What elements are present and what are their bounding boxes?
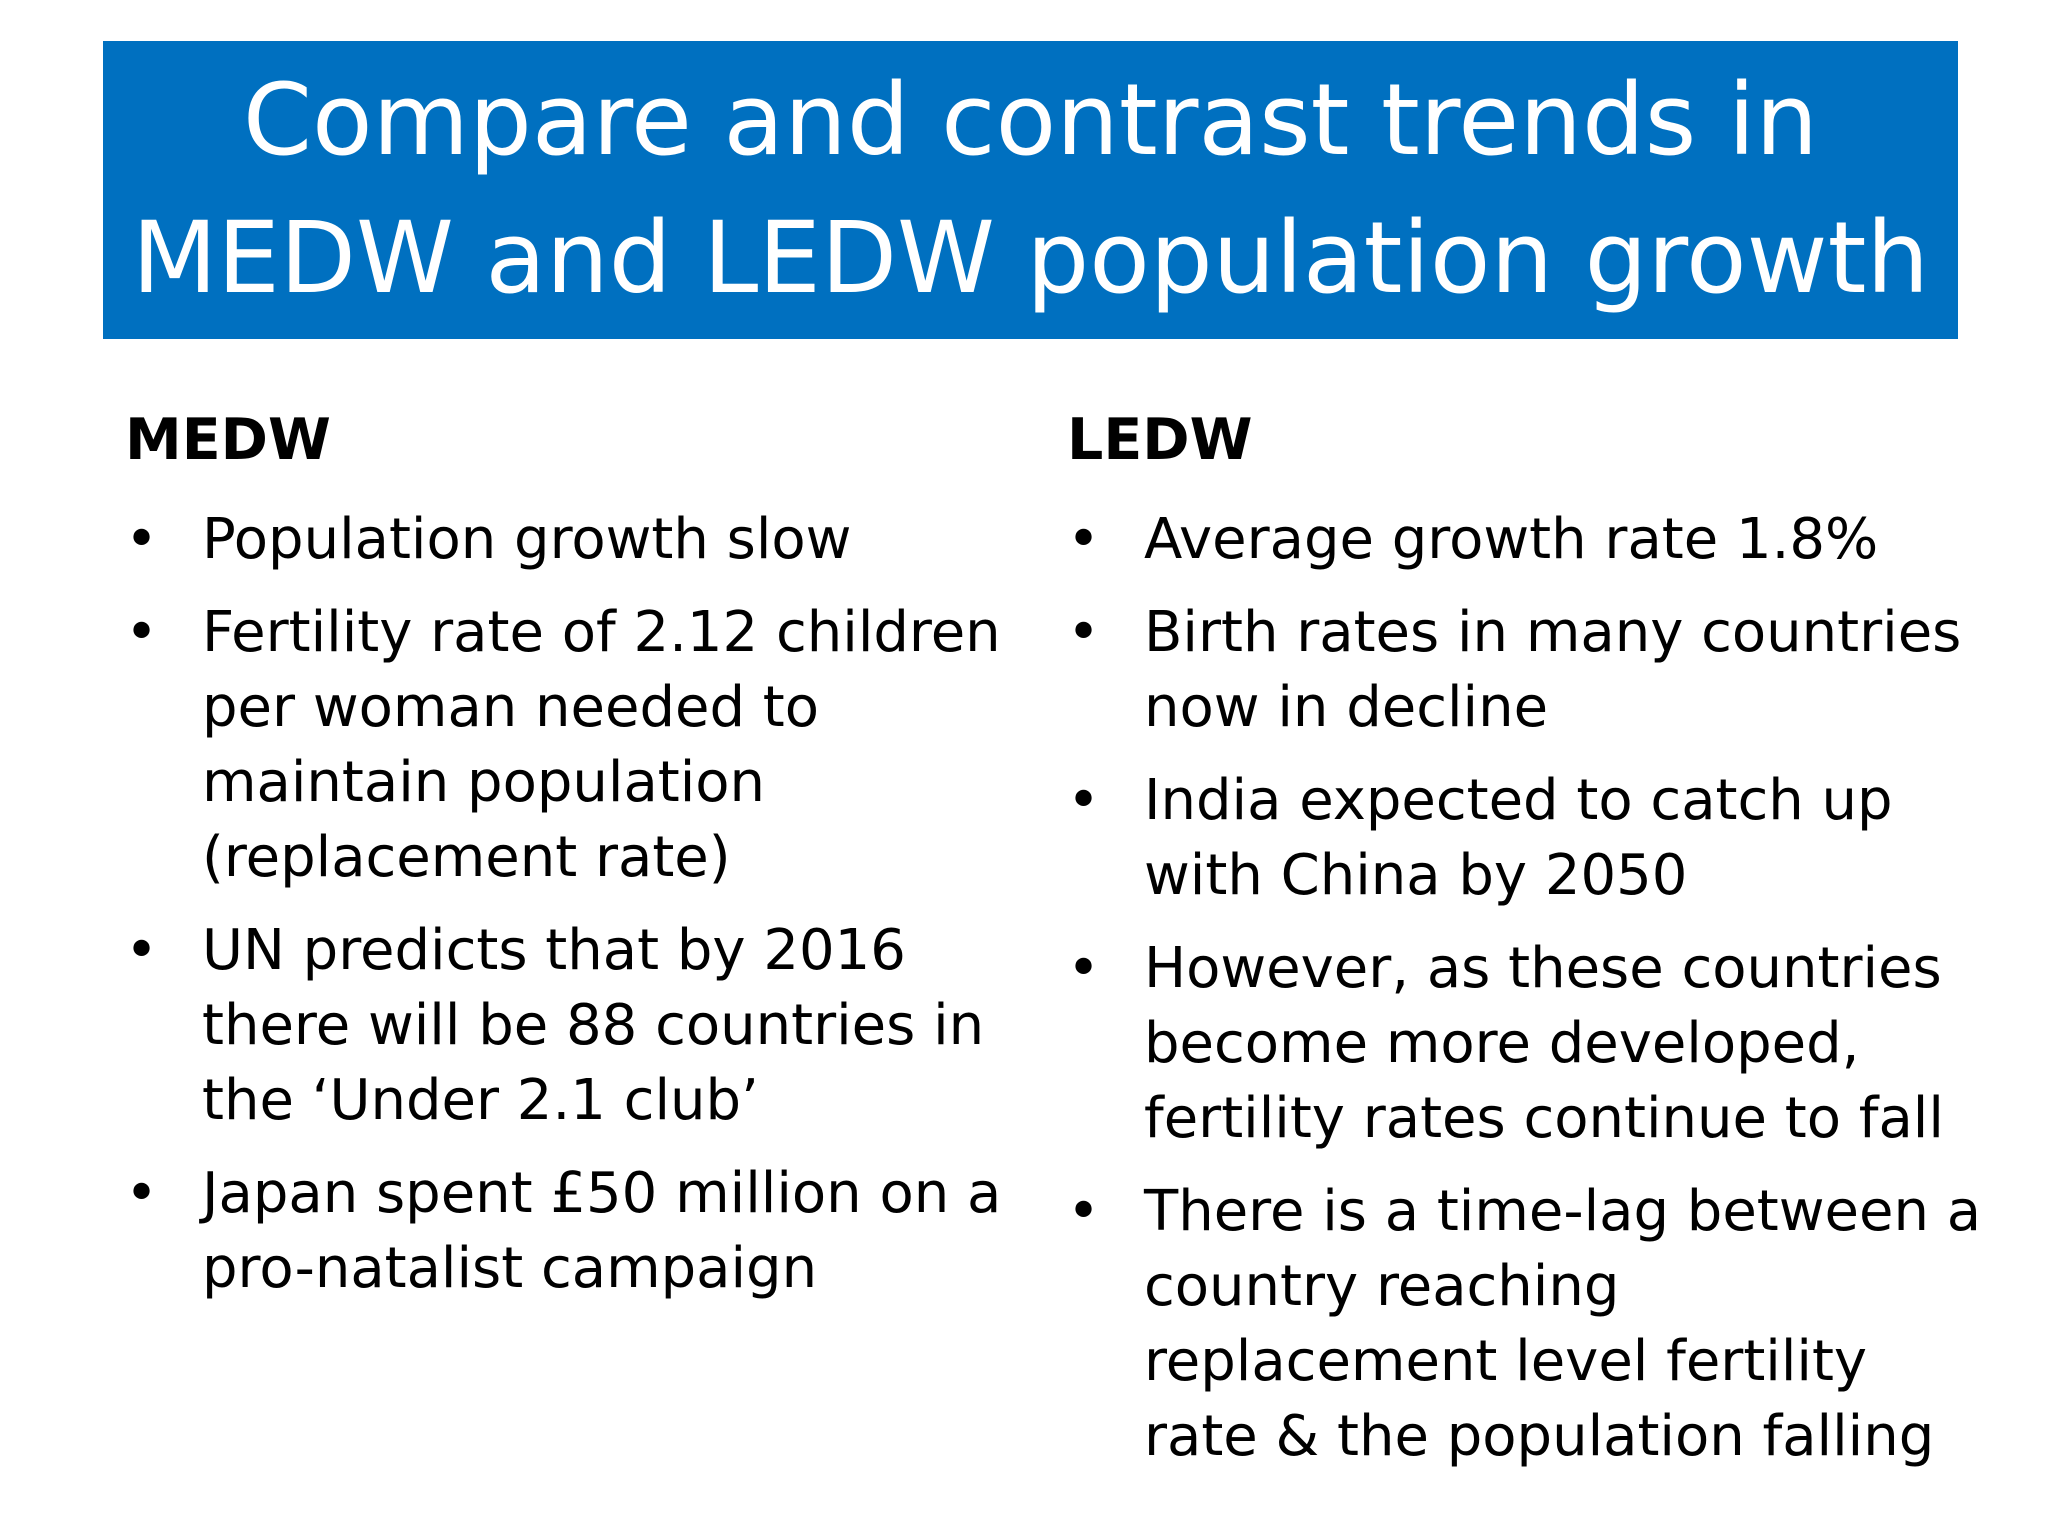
bullet-dot-icon: • [125,600,159,665]
medw-column: MEDW • Population growth slow • Fertility … [125,400,1025,1324]
medw-bullet-list: • Population growth slow • Fertility rate … [125,502,1025,1306]
bullet-dot-icon: • [1067,936,1101,1001]
bullet-dot-icon: • [1067,507,1101,572]
medw-bullet-text: Japan spent £50 million on a pro-natalis… [202,1161,1002,1301]
medw-bullet-item: • UN predicts that by 2016 there will be … [125,913,1025,1138]
ledw-bullet-text: However, as these countries become more … [1144,936,1944,1151]
bullet-dot-icon: • [1067,600,1101,665]
ledw-bullet-text: Average growth rate 1.8% [1144,507,1879,572]
medw-bullet-item: • Population growth slow [125,502,1025,577]
medw-bullet-text: Fertility rate of 2.12 children per woma… [202,600,1001,890]
ledw-bullet-item: • There is a time-lag between a country r… [1067,1174,1987,1474]
medw-bullet-text: UN predicts that by 2016 there will be 8… [202,918,985,1133]
medw-heading: MEDW [125,407,331,473]
bullet-dot-icon: • [125,1161,159,1226]
bullet-dot-icon: • [125,918,159,983]
ledw-bullet-text: There is a time-lag between a country re… [1144,1179,1982,1469]
title-banner: Compare and contrast trends in MEDW and … [103,41,1958,339]
ledw-column: LEDW • Average growth rate 1.8% • Birth ra… [1067,400,1987,1492]
ledw-bullet-text: India expected to catch up with China by… [1144,768,1893,908]
bullet-dot-icon: • [1067,768,1101,833]
ledw-bullet-list: • Average growth rate 1.8% • Birth rates i… [1067,502,1987,1474]
medw-bullet-item: • Japan spent £50 million on a pro-natali… [125,1156,1025,1306]
bullet-dot-icon: • [1067,1179,1101,1244]
medw-bullet-text: Population growth slow [202,507,852,572]
ledw-bullet-item: • However, as these countries become more… [1067,931,1987,1156]
ledw-bullet-item: • Birth rates in many countries now in de… [1067,595,1987,745]
slide-title: Compare and contrast trends in MEDW and … [131,63,1930,316]
bullet-dot-icon: • [125,507,159,572]
medw-bullet-item: • Fertility rate of 2.12 children per wom… [125,595,1025,895]
ledw-bullet-item: • India expected to catch up with China b… [1067,763,1987,913]
ledw-heading: LEDW [1067,407,1253,473]
ledw-bullet-item: • Average growth rate 1.8% [1067,502,1987,577]
ledw-bullet-text: Birth rates in many countries now in dec… [1144,600,1962,740]
